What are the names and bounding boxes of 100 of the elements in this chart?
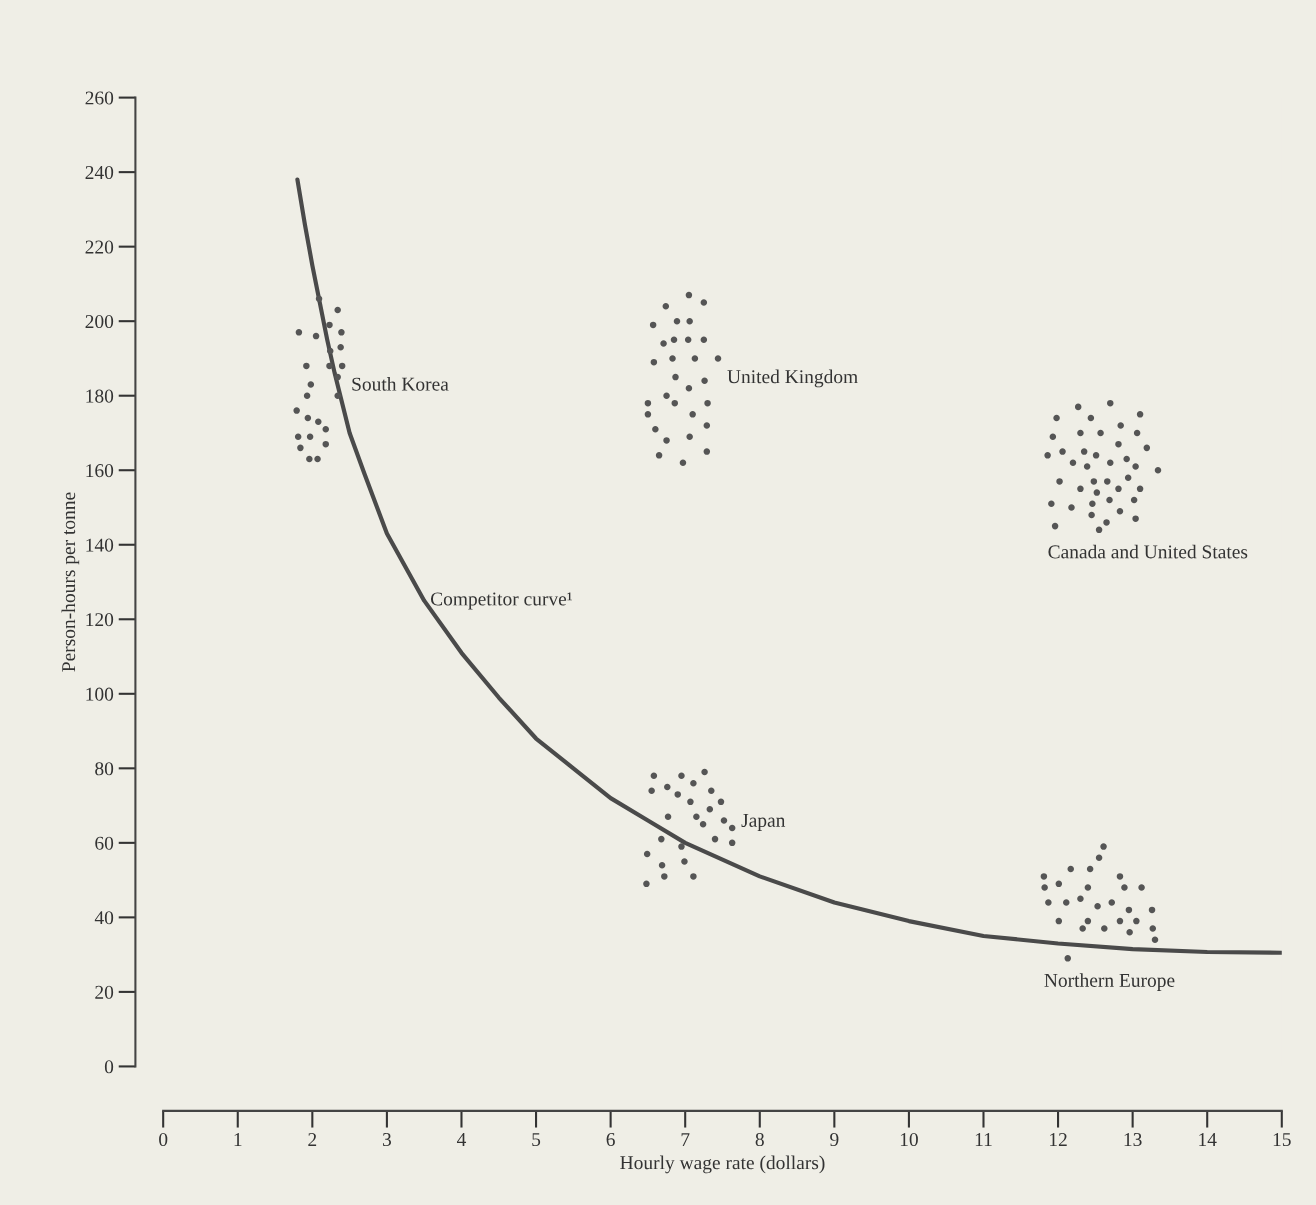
- point: [708, 787, 715, 794]
- point: [1117, 422, 1124, 429]
- point: [1125, 906, 1133, 914]
- point: [1084, 884, 1092, 891]
- series-label: South Korea: [352, 377, 449, 391]
- point: [1143, 444, 1151, 452]
- x-tick-label: 10: [900, 1132, 918, 1147]
- x-tick-label: 6: [606, 1133, 615, 1147]
- point: [671, 399, 679, 407]
- point: [1124, 474, 1132, 481]
- point: [690, 779, 697, 787]
- y-tick-label: 220: [85, 240, 114, 254]
- point: [643, 850, 651, 858]
- point: [1126, 929, 1133, 936]
- point: [650, 358, 658, 366]
- point: [700, 336, 708, 344]
- point: [1104, 478, 1111, 485]
- point: [720, 817, 728, 824]
- point: [293, 407, 300, 414]
- y-axis-title: Person-hours per tonne: [61, 492, 80, 672]
- point: [1045, 899, 1052, 906]
- point: [1106, 496, 1113, 504]
- point: [1154, 466, 1162, 474]
- point: [704, 399, 711, 407]
- point: [1121, 884, 1128, 891]
- line-series: [295, 177, 1282, 955]
- y-tick-label: 260: [85, 91, 114, 105]
- point: [1115, 485, 1122, 493]
- point: [1116, 873, 1124, 880]
- point: [1123, 455, 1130, 463]
- x-tick-label: 2: [308, 1133, 317, 1146]
- point: [681, 858, 688, 865]
- point: [326, 362, 333, 370]
- point: [295, 329, 303, 336]
- point: [701, 377, 708, 385]
- series-label: Japan: [741, 814, 786, 831]
- point: [1116, 507, 1124, 515]
- point: [1132, 515, 1139, 522]
- point: [686, 317, 693, 325]
- point: [670, 336, 678, 344]
- point: [1132, 463, 1139, 470]
- point: [1044, 452, 1051, 459]
- x-tick-label: 13: [1124, 1133, 1142, 1147]
- point: [1095, 854, 1103, 862]
- point: [297, 444, 304, 452]
- point: [322, 440, 330, 448]
- point: [703, 448, 711, 455]
- point: [1089, 500, 1096, 508]
- point: [679, 459, 687, 467]
- point: [678, 843, 685, 850]
- point: [1133, 917, 1140, 925]
- x-tick-label: 1: [234, 1133, 242, 1146]
- point: [655, 452, 663, 459]
- point: [1077, 485, 1084, 493]
- point: [687, 798, 694, 806]
- x-tick-label: 5: [532, 1133, 541, 1147]
- point: [326, 321, 333, 329]
- point: [1100, 843, 1107, 850]
- point: [1095, 526, 1103, 534]
- point: [685, 384, 693, 392]
- point: [664, 783, 671, 791]
- point: [1084, 917, 1092, 925]
- point: [1063, 899, 1070, 906]
- y-tick-label: 120: [86, 613, 114, 627]
- point: [1149, 925, 1157, 932]
- point: [669, 355, 676, 362]
- point: [334, 306, 341, 314]
- point: [1079, 925, 1086, 932]
- point: [303, 362, 310, 370]
- point: [1103, 519, 1110, 526]
- point: [1059, 448, 1066, 455]
- point: [701, 768, 708, 776]
- point: [673, 317, 681, 325]
- point: [649, 321, 657, 329]
- y-tick-label: 20: [95, 985, 114, 999]
- point: [1101, 925, 1108, 932]
- point: [662, 303, 670, 310]
- point: [1049, 433, 1057, 440]
- y-tick-label: 80: [95, 762, 114, 776]
- point: [306, 433, 314, 440]
- point: [691, 355, 699, 362]
- point: [1097, 429, 1104, 437]
- point: [303, 392, 311, 399]
- series-label: Canada and United States: [1048, 544, 1248, 559]
- point: [314, 455, 321, 463]
- x-tick-label: 0: [159, 1132, 168, 1147]
- point: [1048, 500, 1055, 508]
- point: [334, 392, 341, 399]
- point: [686, 433, 693, 440]
- point: [326, 347, 334, 355]
- point: [1087, 414, 1095, 422]
- point: [306, 455, 313, 463]
- point: [699, 820, 707, 828]
- point: [1151, 936, 1159, 943]
- point: [1094, 902, 1101, 910]
- point: [1069, 459, 1077, 467]
- point: [690, 873, 697, 880]
- point: [689, 411, 696, 418]
- point: [711, 835, 719, 843]
- point: [1077, 895, 1084, 902]
